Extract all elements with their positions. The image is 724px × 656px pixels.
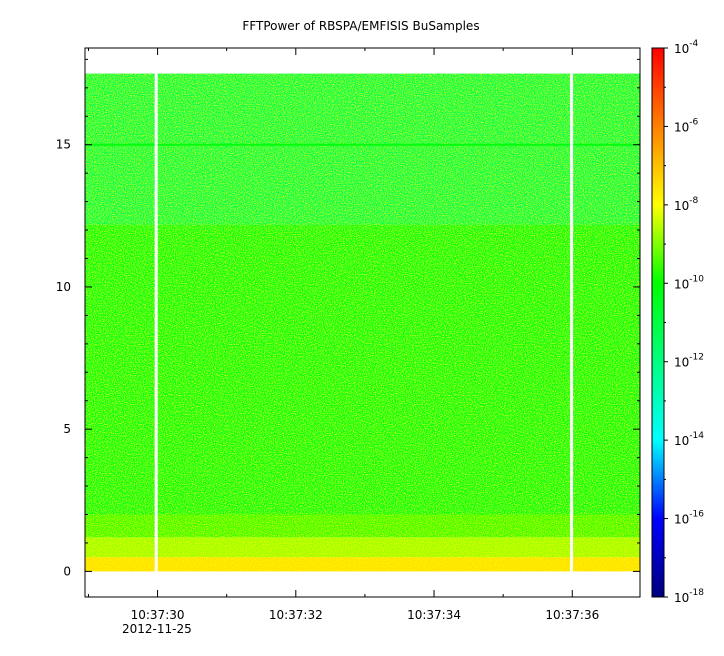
x-date-label: 2012-11-25 xyxy=(122,622,192,636)
colorbar-tick-label-5: 10-14 xyxy=(674,431,704,448)
spectral-band-texture-1 xyxy=(85,537,640,558)
colorbar-tick-label-0: 10-4 xyxy=(674,39,699,56)
plot-frame xyxy=(84,47,641,598)
spectral-band-texture-0 xyxy=(85,557,640,572)
x-tick-label-1: 10:37:32 xyxy=(269,608,323,622)
colorbar-gradient xyxy=(651,47,665,598)
data-gap-0 xyxy=(154,73,158,572)
y-axis: 0 5 10 15 xyxy=(56,58,640,578)
y-tick-label-3: 15 xyxy=(56,138,71,152)
colorbar-tick-label-3: 10-10 xyxy=(674,274,704,291)
data-gap-1 xyxy=(570,73,574,572)
y-tick-label-1: 5 xyxy=(63,422,71,436)
x-axis: 10:37:30 10:37:32 10:37:34 10:37:36 xyxy=(87,48,599,622)
plot-area xyxy=(85,48,640,597)
spectral-band-texture-2 xyxy=(85,514,640,538)
spectral-band-texture-4 xyxy=(85,73,640,225)
spectral-band-texture-3 xyxy=(85,224,640,515)
x-tick-label-2: 10:37:34 xyxy=(407,608,461,622)
x-tick-label-3: 10:37:36 xyxy=(545,608,599,622)
colorbar-tick-label-1: 10-6 xyxy=(674,117,699,134)
colorbar-tick-label-7: 10-18 xyxy=(674,588,704,605)
x-tick-label-0: 10:37:30 xyxy=(131,608,185,622)
colorbar-tick-label-4: 10-12 xyxy=(674,353,704,370)
colorbar-tick-label-2: 10-8 xyxy=(674,196,699,213)
colorbar: 10-4 10-6 10-8 10-10 10-12 10-14 10-16 10-18 xyxy=(651,39,704,605)
colorbar-tick-label-6: 10-16 xyxy=(674,510,704,527)
y-tick-label-0: 0 xyxy=(63,564,71,578)
chart-title: FFTPower of RBSPA/EMFISIS BuSamples xyxy=(242,19,479,33)
y-tick-label-2: 10 xyxy=(56,280,71,294)
